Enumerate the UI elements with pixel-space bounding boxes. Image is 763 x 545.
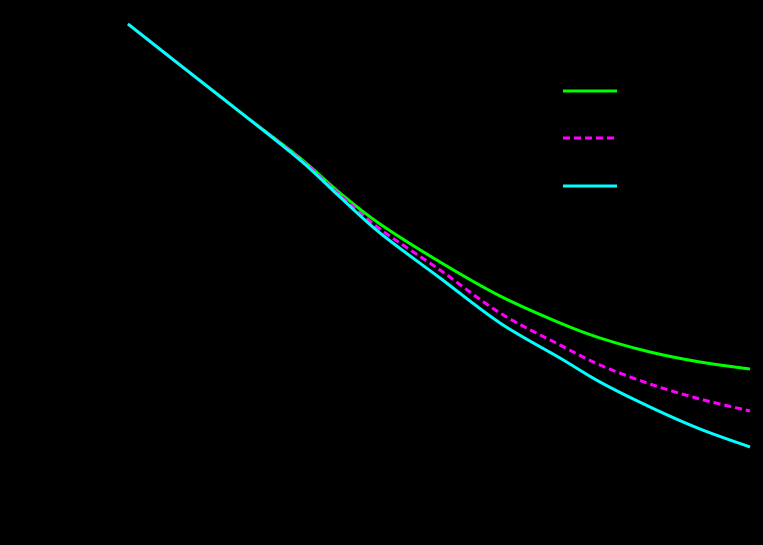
- legend: [563, 89, 617, 188]
- series-3-line: [127, 22, 751, 449]
- series-layer: [127, 22, 751, 449]
- series-2-line: [127, 22, 751, 413]
